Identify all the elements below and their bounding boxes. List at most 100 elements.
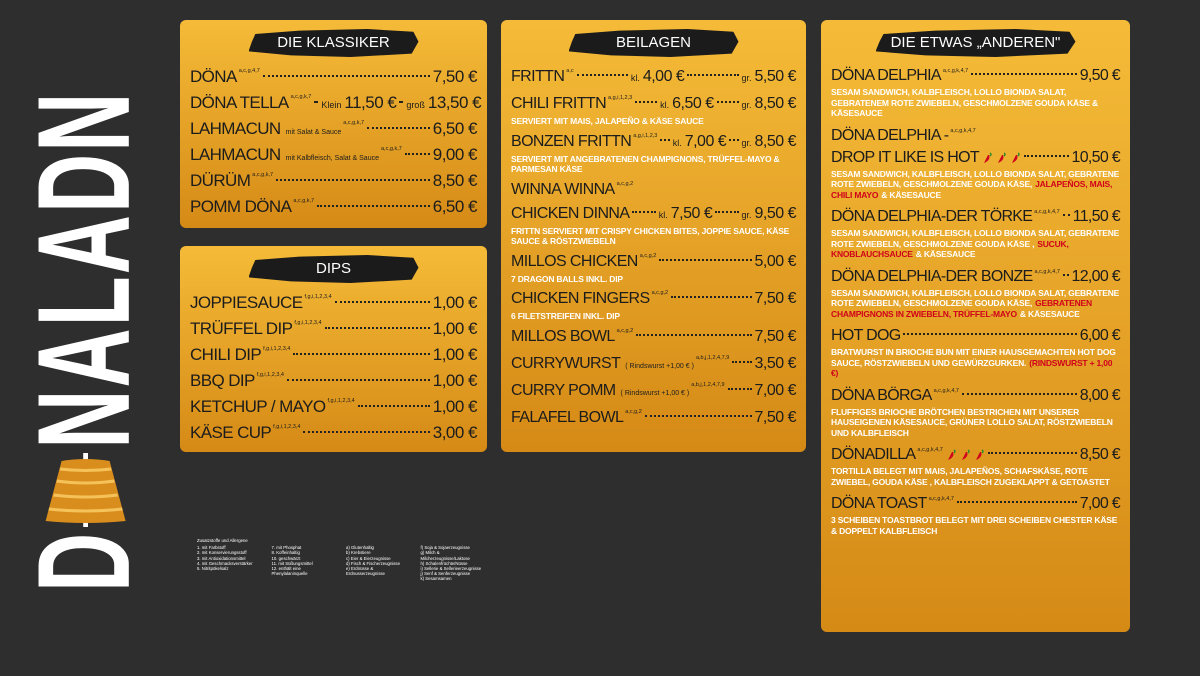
price: 11,50 €: [1072, 208, 1121, 225]
allergen-entry: a) Glutenhaltig: [346, 545, 374, 551]
allergen-entry: 8. Koffeinhaltig: [271, 550, 300, 556]
size-label: groß: [406, 100, 425, 110]
allergen-entry: 1. mit Farbstoff: [197, 545, 226, 551]
allergen-codes: a,c,g,2: [616, 327, 634, 334]
allergen-codes: a,b,j,1,2,4,7,9: [695, 354, 730, 361]
menu-item: BBQ DIP f,g,i,1,2,3,4 1,00 €: [190, 369, 478, 393]
item-row: DÖNA a,c,g,4,7 7,50 €: [190, 65, 478, 89]
allergen-codes: a,c,g,k,4,7: [933, 387, 959, 394]
dot-leader: [314, 101, 319, 103]
price: 1,00 €: [432, 397, 478, 416]
menu-item: DÖNA DELPHIA-DER TÖRKE a,c,g,k,4,7 11,50 €…: [831, 206, 1121, 260]
allergen-codes: a,c,g,2: [616, 180, 634, 187]
item-name: CHICKEN FINGERS: [511, 290, 650, 307]
dot-leader: [729, 138, 739, 141]
item-list: DÖNA a,c,g,4,7 7,50 € DÖNA TELLA a,c,g,k,7 Kl…: [190, 65, 482, 219]
chili-icon: [961, 449, 970, 460]
allergen-codes: f,g,i,1,2,3,4: [263, 346, 291, 352]
menu-item: CURRY POMM ( Rindswurst +1,00 € ) a,b,j,1,…: [511, 379, 797, 403]
menu-item: DÜRÜM a,c,g,k,7 8,50 €: [190, 169, 478, 193]
item-name: HOT DOG: [831, 327, 901, 344]
price: 7,50 €: [432, 67, 478, 86]
price: 10,50 €: [1071, 148, 1121, 166]
item-row: KETCHUP / MAYO f,g,i,1,2,3,4 1,00 €: [190, 395, 478, 419]
allergen-column: 7. mit Phosphat 8. Koffeinhaltig 10. gesch…: [272, 545, 339, 581]
item-name: CURRY POMM: [511, 381, 616, 399]
item-list: DÖNA DELPHIA a,c,g,k,4,7 9,50 € SESAM SANDW…: [831, 65, 1121, 536]
item-row: DÖNA DELPHIA - a,c,g,k,4,7: [831, 125, 1120, 147]
price: 7,00 €: [684, 132, 727, 150]
item-row: JOPPIESAUCE f,g,i,1,2,3,4 1,00 €: [190, 291, 478, 315]
allergen-codes: a,c,g,k,7: [290, 94, 312, 100]
item-description: FLUFFIGES BRIOCHE BRÖTCHEN BESTRICHEN MI…: [831, 407, 1120, 439]
dot-leader: [671, 296, 752, 298]
chili-icon: [983, 151, 992, 163]
menu-item: FRITTN a,c kl. 4,00 € gr. 5,50 €: [511, 65, 797, 89]
allergen-codes: a,c,g,k,4,7: [950, 127, 976, 134]
menu-item: MILLOS BOWL a,c,g,2 7,50 €: [511, 325, 797, 349]
price: 7,00 €: [1079, 495, 1121, 512]
item-row: MILLOS BOWL a,c,g,2 7,50 €: [511, 325, 797, 349]
highlight-text: JALAPEÑOS, MAIS, CHILI MAYO: [831, 179, 1113, 200]
item-name: BONZEN FRITTN: [511, 132, 632, 150]
dot-leader: [987, 452, 1077, 454]
price: 7,50 €: [754, 290, 797, 307]
item-row: DÖNA DELPHIA-DER BONZE a,c,g,k,4,7 12,00 €: [831, 266, 1121, 288]
item-name: LAHMACUN: [190, 145, 281, 164]
menu-item: CHICKEN FINGERS a,c,g,2 7,50 € 6 FILETSTREI…: [511, 287, 797, 322]
item-row: DÖNA TOAST a,c,g,k,4,7 7,00 €: [831, 493, 1121, 515]
price: 9,00 €: [432, 145, 478, 164]
price: 7,50 €: [754, 327, 797, 345]
price: 6,00 €: [1079, 327, 1121, 344]
price: 6,50 €: [432, 119, 478, 138]
price: 3,00 €: [432, 423, 478, 442]
item-row: DÖNA TELLA a,c,g,k,7 Klein 11,50 € groß 13,50…: [190, 91, 482, 115]
price: 7,50 €: [754, 408, 797, 426]
item-description: FRITTN SERVIERT MIT CRISPY CHICKEN BITES…: [511, 226, 796, 247]
item-name: FALAFEL BOWL: [511, 408, 624, 426]
price: 9,50 €: [1079, 67, 1121, 84]
allergen-codes: f,g,i,1,2,3,4: [294, 320, 322, 326]
price: 7,50 €: [670, 204, 713, 222]
dot-leader: [293, 353, 430, 355]
item-name: BBQ DIP: [190, 371, 255, 390]
dot-leader: [1062, 214, 1070, 216]
dot-leader: [262, 75, 430, 77]
menu-item: POMM DÖNA a,c,g,k,7 6,50 €: [190, 195, 478, 219]
item-name: MILLOS BOWL: [511, 327, 615, 345]
allergen-column: a) Glutenhaltig b) Krebstiere c) Eier & Ei…: [346, 545, 413, 581]
dot-leader: [367, 127, 430, 129]
dot-leader: [399, 101, 404, 103]
price: 7,00 €: [754, 381, 797, 399]
price: 8,50 €: [1079, 446, 1121, 463]
item-name: DÖNA DELPHIA -: [831, 126, 949, 144]
dot-leader: [635, 101, 658, 103]
logo-end: NALADN: [12, 90, 158, 449]
menu-item: BONZEN FRITTN a,g,i,1,2,3 kl. 7,00 € gr. 8,50…: [511, 130, 797, 175]
allergen-entry: f) Soja & Sojaerzeugnisse: [420, 545, 470, 551]
item-row: HOT DOG 6,00 €: [831, 325, 1121, 347]
menu-item: DÖNA TELLA a,c,g,k,7 Klein 11,50 € groß 13,50…: [190, 91, 482, 115]
logo-start: D: [12, 530, 158, 592]
highlight-text: (RINDSWURST + 1,00 €): [831, 357, 1113, 379]
item-row: FRITTN a,c kl. 4,00 € gr. 5,50 €: [511, 65, 797, 89]
allergen-codes: a,c,g,2: [651, 290, 669, 296]
menu-item: HOT DOG 6,00 € BRATWURST IN BRIOCHE BUN MI…: [831, 325, 1121, 379]
price: 12,00 €: [1071, 267, 1121, 285]
menu-item: DÖNADILLA a,c,g,k,4,7 8,50 € TORTILLA BELEG…: [831, 444, 1121, 487]
chili-icon: [947, 449, 956, 460]
allergen-entry: 5. Nitritpökelsalz: [197, 566, 229, 572]
size-label: gr.: [741, 137, 752, 148]
item-name: CHILI FRITTN: [511, 95, 607, 112]
item-name: CHILI DIP: [190, 345, 262, 364]
price: 1,00 €: [432, 371, 478, 390]
description-text: 6 FILETSTREIFEN INKL. DIP: [511, 311, 620, 321]
item-row: CHICKEN DINNA kl. 7,50 € gr. 9,50 €: [511, 202, 797, 226]
panel-title: DIPS: [248, 255, 419, 283]
description-text: SERVIERT MIT ANGEBRATENEN CHAMPIGNONS, T…: [511, 153, 780, 175]
menu-item: DÖNA DELPHIA - a,c,g,k,4,7 DROP IT LIKE IS…: [831, 125, 1121, 201]
price: 6,50 €: [432, 197, 478, 216]
item-row: DÖNA BÖRGA a,c,g,k,4,7 8,00 €: [831, 385, 1121, 407]
item-row: CURRY POMM ( Rindswurst +1,00 € ) a,b,j,1,…: [511, 379, 797, 403]
